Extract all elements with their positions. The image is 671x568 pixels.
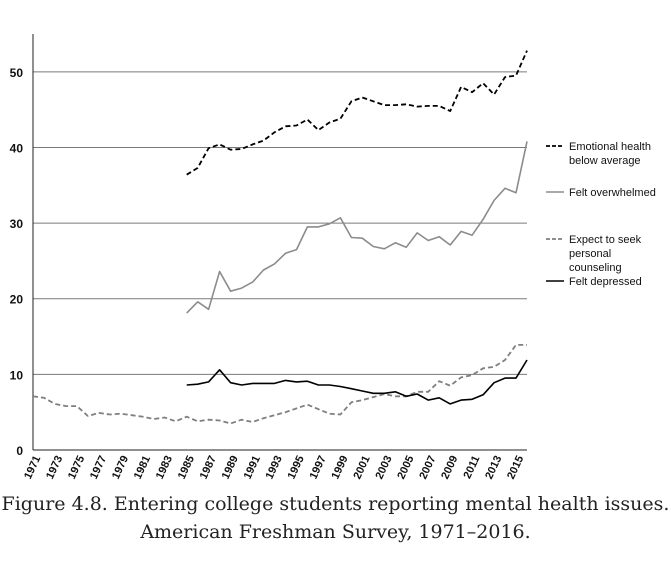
x-tick-label: 2007 [417, 454, 438, 481]
y-tick-label: 30 [10, 217, 24, 231]
figure-caption-line-2: American Freshman Survey, 1971–2016. [140, 521, 531, 543]
legend-label: Expect to seek [569, 234, 642, 246]
x-tick-label: 1999 [329, 454, 350, 481]
y-tick-label: 10 [10, 368, 24, 382]
y-tick-label: 50 [10, 66, 24, 80]
x-tick-label: 1981 [132, 454, 153, 481]
series-line [186, 359, 528, 405]
series-line [32, 343, 527, 425]
x-tick-label: 1993 [264, 454, 285, 481]
legend-label: below average [569, 155, 641, 167]
x-tick-label: 1979 [110, 454, 131, 481]
x-tick-label: 1997 [308, 454, 329, 481]
legend-label: Felt overwhelmed [569, 187, 656, 199]
figure-caption-line-1: Figure 4.8. Entering college students re… [1, 493, 670, 515]
legend-label: counseling [569, 262, 622, 274]
legend-label: personal [569, 248, 611, 260]
x-tick-label: 2001 [351, 454, 372, 481]
legend-label: Emotional health [569, 141, 651, 153]
legend-label: Felt depressed [569, 276, 642, 288]
x-tick-label: 1989 [220, 454, 241, 481]
x-tick-label: 2011 [461, 454, 482, 481]
y-tick-label: 0 [16, 444, 23, 458]
y-tick-label: 40 [10, 141, 24, 155]
x-tick-label: 2015 [505, 454, 526, 481]
y-tick-label: 20 [10, 293, 24, 307]
x-tick-label: 1987 [198, 454, 219, 481]
x-tick-label: 1977 [88, 454, 109, 481]
x-tick-label: 2009 [439, 454, 460, 481]
x-tick-label: 2013 [483, 454, 504, 481]
x-tick-label: 2005 [395, 454, 416, 481]
x-tick-label: 1971 [22, 454, 43, 481]
x-tick-label: 1995 [286, 454, 307, 481]
x-tick-label: 1973 [44, 454, 65, 481]
x-tick-label: 1991 [242, 454, 263, 481]
x-tick-label: 1985 [176, 454, 197, 481]
x-tick-label: 2003 [373, 454, 394, 481]
series-line [186, 50, 528, 176]
x-tick-label: 1975 [66, 454, 87, 481]
x-tick-label: 1983 [154, 454, 175, 481]
series-line [186, 141, 528, 314]
